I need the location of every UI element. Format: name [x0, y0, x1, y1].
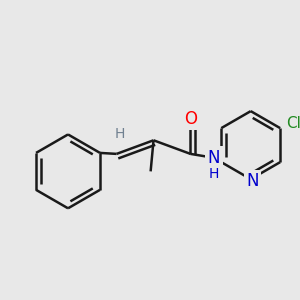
Text: O: O — [184, 110, 197, 128]
Text: H: H — [114, 128, 125, 142]
Text: H: H — [208, 167, 219, 181]
Text: Cl: Cl — [286, 116, 300, 131]
Text: N: N — [246, 172, 259, 190]
Text: N: N — [208, 149, 220, 167]
